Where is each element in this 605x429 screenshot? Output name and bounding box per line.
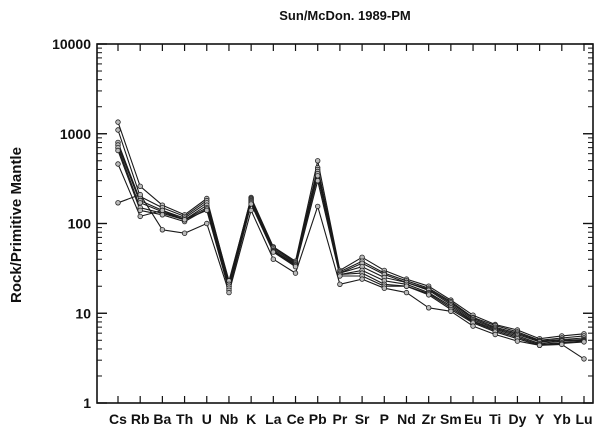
data-point (270, 256, 276, 262)
x-tick-label: Th (176, 411, 193, 427)
axis-ticks (97, 43, 593, 404)
y-tick-label: 10000 (52, 36, 91, 52)
data-point (337, 273, 343, 279)
data-point (359, 276, 365, 282)
x-tick-label: Nb (220, 411, 239, 427)
data-point (115, 119, 121, 125)
y-tick-label: 100 (68, 216, 92, 232)
data-point (159, 212, 166, 218)
data-point (315, 177, 321, 184)
data-point (137, 191, 143, 198)
data-point (292, 264, 299, 270)
data-point (248, 207, 254, 214)
data-point (381, 285, 387, 291)
data-point (292, 270, 299, 276)
y-axis-label: Rock/Primitive Mantle (8, 147, 25, 303)
data-point (115, 127, 121, 133)
data-point (159, 207, 166, 214)
y-tick-label: 10 (75, 305, 91, 321)
plot-frame (96, 43, 594, 404)
data-point (137, 213, 143, 220)
data-point (470, 323, 476, 329)
data-point (115, 147, 121, 154)
x-tick-label: Pr (333, 411, 348, 427)
data-point (270, 249, 276, 255)
x-tick-label: Eu (464, 411, 482, 427)
data-point (181, 217, 188, 223)
data-point (181, 230, 188, 236)
x-tick-label: K (246, 411, 256, 427)
x-tick-label: La (265, 411, 282, 427)
x-tick-label: U (202, 411, 212, 427)
x-tick-label: Rb (131, 411, 150, 427)
data-point (426, 305, 432, 311)
data-point (115, 161, 121, 167)
x-tick-label: Lu (575, 411, 592, 427)
data-point (226, 289, 232, 296)
data-point (559, 341, 565, 348)
data-point (426, 292, 432, 298)
series-line (117, 194, 585, 360)
data-point (137, 207, 143, 214)
chart-title: Sun/McDon. 1989-PM (279, 8, 410, 23)
data-point (536, 342, 543, 348)
x-tick-label: Nd (397, 411, 416, 427)
x-tick-label: Dy (508, 411, 526, 427)
data-point (204, 220, 210, 227)
x-tick-label: Ti (489, 411, 501, 427)
x-tick-label: Zr (422, 411, 437, 427)
data-point (403, 283, 410, 289)
y-tick-label: 1000 (60, 126, 91, 142)
data-point (337, 281, 343, 287)
x-tick-label: Yb (553, 411, 571, 427)
data-point (448, 308, 454, 314)
data-point (514, 338, 521, 344)
data-point (115, 200, 121, 206)
series-line (117, 129, 585, 341)
series-line (117, 142, 585, 342)
data-point (248, 201, 254, 207)
data-point (137, 183, 143, 189)
x-tick-label: Ce (287, 411, 305, 427)
data-point (159, 227, 166, 233)
x-tick-label: Ba (153, 411, 171, 427)
series-line (117, 121, 585, 340)
data-point (403, 289, 410, 296)
data-point (137, 200, 143, 206)
data-point (315, 158, 321, 164)
x-tick-label: Sr (355, 411, 370, 427)
data-point (492, 331, 498, 338)
series-line (117, 147, 585, 345)
y-tick-label: 1 (83, 395, 91, 411)
series-line (117, 163, 585, 346)
series-line (117, 150, 585, 345)
axis-tick-labels: 1 10 100 1000 10000 Cs Rb Ba Th U Nb K La Ce Pb Pr Sr P Nd… (52, 36, 592, 427)
data-point (315, 203, 321, 210)
data-point (581, 356, 587, 362)
series-line (117, 144, 585, 343)
x-tick-label: P (380, 411, 389, 427)
x-tick-label: Pb (309, 411, 327, 427)
data-point (204, 207, 210, 214)
x-tick-label: Cs (109, 411, 127, 427)
data-point (581, 339, 587, 345)
x-tick-label: Sm (440, 411, 462, 427)
data-point (315, 173, 321, 179)
x-tick-label: Y (535, 411, 545, 427)
series-layer (115, 119, 587, 362)
